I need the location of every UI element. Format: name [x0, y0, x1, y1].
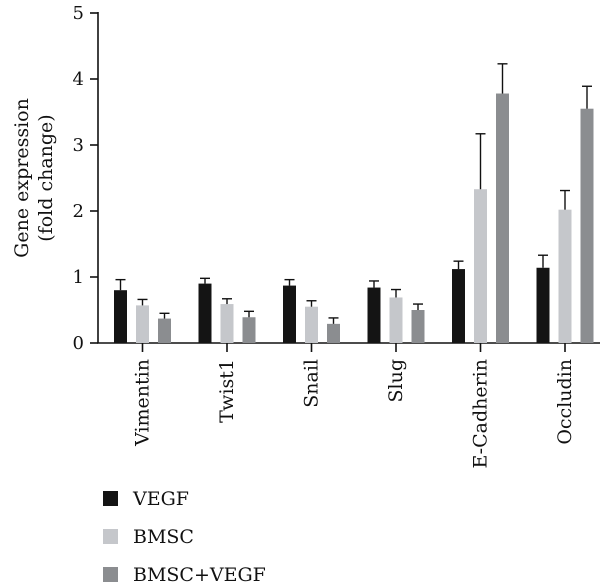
error-bar-BMSC-Vimentin: [137, 298, 148, 306]
error-bar-VEGF-Snail: [284, 278, 295, 286]
error-bar-BMSC-E-Cadherin: [475, 133, 486, 190]
bar-BMSC+VEGF-E-Cadherin: [496, 93, 509, 344]
error-bar-BMSC-Slug: [391, 288, 401, 298]
y-axis-title-line-1: (fold change): [35, 114, 57, 241]
error-bar-BMSC+VEGF-Twist1: [244, 310, 254, 318]
error-bar-VEGF-Vimentin: [115, 278, 126, 291]
error-bar-BMSC+VEGF-Vimentin: [159, 312, 170, 319]
y-tick-label-1: 1: [73, 267, 84, 288]
bar-BMSC+VEGF-Vimentin: [158, 318, 171, 343]
y-axis-title: Gene expression (fold change): [11, 98, 57, 258]
y-tick-label-3: 3: [73, 135, 84, 156]
legend-label-0: VEGF: [132, 488, 189, 510]
y-tick-label-2: 2: [73, 201, 84, 222]
bar-BMSC+VEGF-Twist1: [242, 317, 256, 343]
bar-VEGF-Snail: [283, 285, 296, 343]
x-tick-label-2: Snail: [301, 359, 323, 408]
bar-BMSC-Occludin: [558, 209, 572, 343]
legend-label-2: BMSC+VEGF: [133, 564, 266, 586]
bar-BMSC-Snail: [305, 306, 318, 343]
legend-swatch-1: [103, 529, 118, 544]
x-axis: Vimentin Twist1 Snail Slug E-Cadherin Occludi…: [97, 342, 600, 469]
error-bar-BMSC-Twist1: [222, 298, 232, 305]
error-bar-BMSC+VEGF-E-Cadherin: [497, 63, 508, 94]
error-bar-VEGF-Occludin: [538, 254, 548, 268]
x-tick-label-0: Vimentin: [132, 359, 154, 447]
x-tick-label-3: Slug: [385, 359, 407, 403]
y-axis-title-text: Gene expression (fold change): [11, 98, 57, 258]
bar-BMSC-Vimentin: [136, 305, 149, 343]
bar-BMSC+VEGF-Occludin: [580, 108, 594, 343]
bar-BMSC-Twist1: [220, 304, 234, 343]
error-bar-VEGF-Twist1: [200, 277, 210, 284]
legend-swatch-0: [103, 491, 118, 506]
error-bar-BMSC-Snail: [306, 300, 317, 307]
error-bar-BMSC+VEGF-Snail: [328, 317, 339, 324]
bar-BMSC-Slug: [389, 297, 403, 343]
y-axis: 0 1 2 3 4 5: [73, 3, 99, 354]
error-bar-VEGF-Slug: [369, 280, 379, 288]
bar-BMSC+VEGF-Slug: [411, 310, 425, 343]
y-tick-label-4: 4: [73, 69, 84, 90]
legend: VEGF BMSC BMSC+VEGF: [103, 488, 266, 586]
error-bar-BMSC+VEGF-Occludin: [582, 85, 592, 109]
y-axis-title-line-0: Gene expression: [11, 98, 33, 258]
bar-VEGF-E-Cadherin: [452, 269, 465, 343]
error-bar-BMSC+VEGF-Slug: [413, 303, 423, 310]
x-tick-label-5: Occludin: [554, 359, 576, 445]
bar-BMSC+VEGF-Snail: [327, 323, 340, 343]
error-bar-BMSC-Occludin: [560, 189, 570, 210]
bar-VEGF-Twist1: [198, 283, 212, 343]
bar-VEGF-Slug: [367, 287, 381, 343]
legend-swatch-2: [103, 567, 118, 582]
bars: [114, 63, 594, 344]
error-bar-VEGF-E-Cadherin: [453, 260, 464, 270]
y-tick-label-0: 0: [73, 333, 84, 354]
legend-label-1: BMSC: [133, 526, 194, 548]
y-tick-label-5: 5: [73, 3, 84, 24]
x-tick-label-1: Twist1: [216, 359, 238, 423]
bar-BMSC-E-Cadherin: [474, 189, 487, 343]
x-tick-label-4: E-Cadherin: [470, 359, 492, 469]
bar-VEGF-Occludin: [536, 267, 550, 343]
bar-VEGF-Vimentin: [114, 290, 127, 343]
